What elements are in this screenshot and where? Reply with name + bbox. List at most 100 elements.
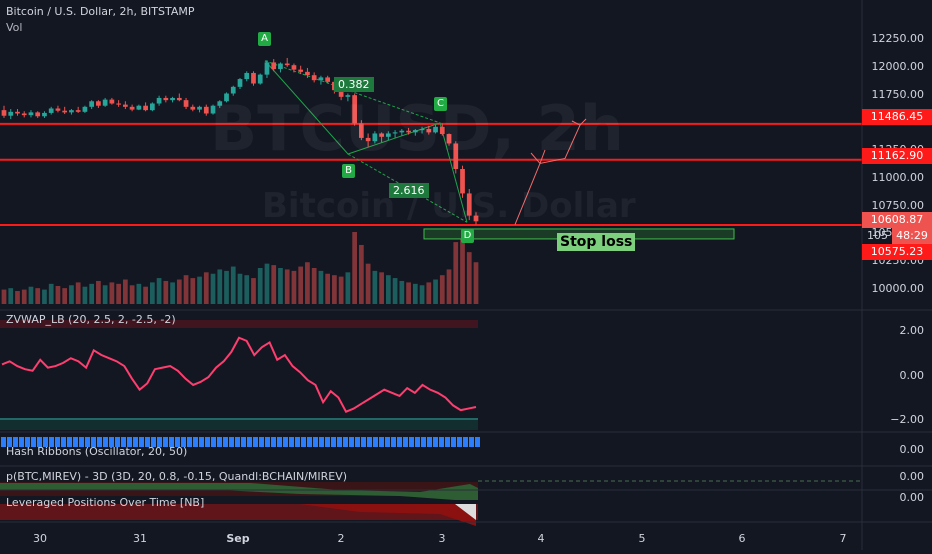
time-tick-label: Sep: [226, 532, 250, 545]
hash-ribbon-segment: [193, 437, 198, 447]
hash-ribbon-segment: [295, 437, 300, 447]
candle-body: [325, 77, 331, 82]
candle-body: [217, 101, 223, 106]
candle-body: [298, 69, 304, 72]
candle-body: [123, 104, 128, 107]
time-tick-label: 31: [133, 532, 147, 545]
wave-label-c: C: [434, 97, 447, 111]
ticker-watermark: BTCUSD, 2h: [210, 92, 624, 165]
hash-ribbon-segment: [139, 437, 144, 447]
hash-ribbon-segment: [313, 437, 318, 447]
hash-ribbon-segment: [475, 437, 480, 447]
time-tick-label: 5: [638, 532, 646, 545]
hash-ribbon-segment: [97, 437, 102, 447]
wave-label-d: D: [461, 229, 474, 243]
hash-ribbon-segment: [61, 437, 66, 447]
volume-bar: [466, 252, 472, 304]
time-tick-label: 4: [537, 532, 545, 545]
hash-ribbon-segment: [217, 437, 222, 447]
symbol-title[interactable]: Bitcoin / U.S. Dollar, 2h, BITSTAMP: [6, 5, 195, 18]
hash-ribbon-segment: [343, 437, 348, 447]
mirev-tick: 0.00: [899, 470, 925, 483]
hash-ribbon-segment: [445, 437, 450, 447]
mirev-title[interactable]: p(BTC,MIREV) - 3D (3D, 20, 0.8, -0.15, Q…: [6, 470, 348, 483]
zvwap-title[interactable]: ZVWAP_LB (20, 2.5, 2, -2.5, -2): [6, 313, 176, 326]
volume-bar: [96, 280, 101, 304]
projection-arrowhead: [530, 149, 546, 165]
hash-ribbon-segment: [319, 437, 324, 447]
hash-ribbon-segment: [367, 437, 372, 447]
wave-dotted-bd: [347, 153, 468, 223]
volume-bar: [291, 270, 297, 304]
volume-bar: [325, 273, 331, 304]
hash-ribbons-title[interactable]: Hash Ribbons (Oscillator, 20, 50): [6, 445, 188, 458]
candle-body: [284, 63, 290, 66]
volume-bar: [365, 263, 371, 304]
candle-body: [399, 130, 405, 133]
candle-body: [244, 72, 250, 80]
candle-body: [473, 215, 479, 222]
volume-bar: [392, 278, 398, 304]
volume-bar: [8, 288, 14, 304]
volume-bar: [48, 283, 54, 304]
leveraged-title[interactable]: Leveraged Positions Over Time [NB]: [6, 496, 205, 509]
volume-title[interactable]: Vol: [6, 21, 23, 34]
candle-body: [149, 103, 155, 111]
volume-bar: [446, 269, 452, 304]
hash-ribbon-segment: [439, 437, 444, 447]
hash-ribbon-segment: [205, 437, 210, 447]
candle-body: [460, 168, 465, 194]
candle-body: [35, 112, 41, 117]
candle-body: [89, 101, 95, 107]
hash-ribbon-segment: [355, 437, 360, 447]
volume-bar: [426, 282, 432, 304]
volume-bar: [298, 266, 304, 304]
candle-body: [156, 97, 162, 104]
hash-ribbon-segment: [211, 437, 216, 447]
hash-ribbon-segment: [25, 437, 30, 447]
hash-ribbon-segment: [145, 437, 150, 447]
hash-ribbon-segment: [133, 437, 138, 447]
hash-ribbon-segment: [235, 437, 240, 447]
hash-ribbon-segment: [277, 437, 282, 447]
candle-body: [62, 110, 68, 113]
hash-ribbon-segment: [451, 437, 456, 447]
hash-ribbon-segment: [181, 437, 186, 447]
hash-ribbon-segment: [79, 437, 84, 447]
volume-bar: [372, 270, 378, 304]
volume-bar: [433, 279, 438, 304]
candle-body: [419, 129, 425, 131]
candle-body: [96, 101, 101, 106]
candle-body: [82, 106, 88, 112]
candle-body: [412, 130, 418, 133]
hash-ribbon-segment: [43, 437, 48, 447]
candle-body: [21, 113, 27, 116]
volume-bar: [338, 276, 344, 304]
volume-bar: [149, 282, 155, 304]
leveraged-tick: 0.00: [899, 491, 925, 504]
volume-bar: [419, 285, 425, 304]
candle-body: [183, 100, 189, 107]
hash-ribbon-segment: [157, 437, 162, 447]
candle-body: [75, 110, 81, 112]
volume-bar: [224, 270, 229, 304]
volume-bar: [1, 289, 7, 304]
volume-bar: [359, 244, 364, 304]
candle-body: [305, 71, 310, 76]
time-tick-label: 6: [738, 532, 746, 545]
time-tick-label: 7: [839, 532, 847, 545]
volume-bar: [136, 283, 142, 304]
candle-body: [129, 106, 135, 110]
hash-ribbon-segment: [49, 437, 54, 447]
price-tick-label: 12000.00: [871, 59, 925, 73]
volume-bar: [197, 276, 202, 304]
last-price-tag: 10608.87: [862, 212, 932, 228]
candle-body: [136, 105, 142, 110]
projection-arrowhead: [571, 118, 587, 126]
candle-body: [1, 110, 7, 116]
hash-ribbon-segment: [187, 437, 192, 447]
candle-body: [163, 97, 169, 101]
level-2-tag: 11162.90: [862, 148, 932, 164]
